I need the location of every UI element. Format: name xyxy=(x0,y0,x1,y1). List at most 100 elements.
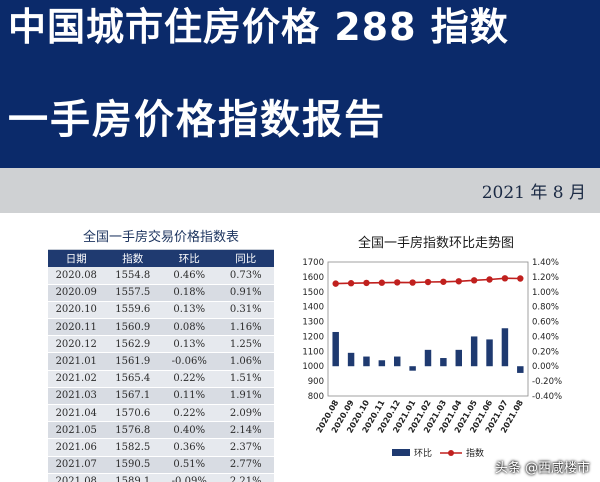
mom-bar xyxy=(470,336,478,367)
cell-index: 1567.1 xyxy=(104,387,161,406)
mom-bar xyxy=(486,339,493,367)
table-row: 2020.11 1560.9 0.08% 1.16% xyxy=(48,318,274,337)
table-row: 2020.10 1559.6 0.13% 0.31% xyxy=(48,301,274,320)
trend-chart: 800 900 1000 1100 1200 1300 1400 1500 1600 1700 -0… xyxy=(302,258,562,459)
index-point xyxy=(440,278,447,285)
cell-mom: -0.09% xyxy=(161,473,218,482)
mom-bar xyxy=(363,356,370,367)
right-axis-tick-label: 0.40% xyxy=(532,332,559,342)
table-row: 2021.03 1567.1 0.11% 1.91% xyxy=(48,387,274,406)
index-point xyxy=(332,280,339,287)
cell-mom: 0.36% xyxy=(161,438,218,457)
column-header-index: 指数 xyxy=(104,250,161,267)
mom-bar xyxy=(517,366,524,373)
table-row: 2021.06 1582.5 0.36% 2.37% xyxy=(48,438,274,457)
left-axis-tick-label: 1700 xyxy=(302,258,324,268)
right-axis-tick-label: 0.60% xyxy=(532,318,559,328)
cell-index: 1557.5 xyxy=(104,284,161,302)
cell-yoy: 0.91% xyxy=(217,284,274,302)
cell-yoy: 2.14% xyxy=(217,421,274,440)
right-axis-tick-label: -0.40% xyxy=(532,392,562,402)
cell-date: 2021.07 xyxy=(48,456,105,474)
table-header-row: 日期 指数 环比 同比 xyxy=(48,250,274,267)
index-point xyxy=(517,275,524,282)
left-axis-tick-label: 1200 xyxy=(302,332,324,342)
table-row: 2020.08 1554.8 0.46% 0.73% xyxy=(48,267,274,285)
cell-yoy: 2.09% xyxy=(217,404,274,423)
table-row: 2021.04 1570.6 0.22% 2.09% xyxy=(48,404,274,423)
index-point xyxy=(394,279,401,286)
cell-index: 1590.5 xyxy=(104,456,161,474)
table-row: 2020.12 1562.9 0.13% 1.25% xyxy=(48,335,274,354)
cell-yoy: 0.31% xyxy=(217,301,274,320)
cell-yoy: 2.77% xyxy=(217,456,274,474)
right-axis-tick-label: 1.20% xyxy=(532,273,559,283)
cell-mom: 0.18% xyxy=(161,284,218,302)
chart-title: 全国一手房指数环比走势图 xyxy=(357,236,514,251)
report-date: 2021 年 8 月 xyxy=(481,183,586,203)
column-header-yoy: 同比 xyxy=(217,250,274,267)
legend-mom-swatch xyxy=(392,449,410,456)
cell-date: 2021.06 xyxy=(48,438,105,457)
table-body: 2020.08 1554.8 0.46% 0.73% 2020.09 1557.5 0.18… xyxy=(48,267,274,482)
cell-index: 1570.6 xyxy=(104,404,161,423)
cell-date: 2020.08 xyxy=(48,267,105,285)
cell-date: 2020.12 xyxy=(48,335,105,354)
cell-yoy: 1.06% xyxy=(217,352,274,371)
column-header-date: 日期 xyxy=(48,250,105,267)
price-index-table: 日期 指数 环比 同比 2020.08 1554.8 0.46% 0.73% 2020.09 1… xyxy=(48,250,274,482)
right-axis-tick-label: -0.20% xyxy=(532,377,562,387)
mom-bar xyxy=(332,331,339,367)
table-row: 2021.07 1590.5 0.51% 2.77% xyxy=(48,456,274,474)
mom-bar xyxy=(394,356,401,367)
cell-mom: 0.11% xyxy=(161,387,218,406)
table-row: 2021.08 1589.1 -0.09% 2.21% xyxy=(48,473,274,482)
cell-yoy: 1.25% xyxy=(217,335,274,354)
table-row: 2021.02 1565.4 0.22% 1.51% xyxy=(48,370,274,388)
right-axis-tick-label: 1.40% xyxy=(532,258,559,268)
cell-yoy: 1.91% xyxy=(217,387,274,406)
right-axis-tick-label: 0.20% xyxy=(532,347,559,357)
table-row: 2021.05 1576.8 0.40% 2.14% xyxy=(48,421,274,440)
left-axis-tick-label: 1000 xyxy=(302,362,324,372)
cell-date: 2020.11 xyxy=(48,318,105,337)
right-axis-tick-label: 1.00% xyxy=(532,288,559,298)
index-point xyxy=(347,280,355,287)
cell-mom: 0.13% xyxy=(161,335,218,354)
report-title-line2: 一手房价格指数报告 xyxy=(8,97,386,143)
trend-chart-panel: 全国一手房指数环比走势图 800 900 1000 1100 1200 1300 1400 1… xyxy=(290,226,582,478)
table-title: 全国一手房交易价格指数表 xyxy=(48,226,274,250)
index-point xyxy=(455,278,462,285)
index-point xyxy=(363,279,370,287)
cell-index: 1589.1 xyxy=(104,473,161,482)
cell-index: 1565.4 xyxy=(104,370,161,388)
legend-index-marker xyxy=(448,450,454,456)
left-axis-tick-label: 1400 xyxy=(302,303,324,313)
cell-yoy: 2.37% xyxy=(217,438,274,457)
cell-yoy: 0.73% xyxy=(217,267,274,285)
left-axis-tick-label: 800 xyxy=(308,392,324,402)
cell-mom: 0.13% xyxy=(161,301,218,320)
index-point xyxy=(501,275,509,282)
mom-bar xyxy=(455,349,462,367)
left-axis-tick-label: 1600 xyxy=(302,273,324,283)
cell-mom: -0.06% xyxy=(161,352,218,371)
cell-mom: 0.51% xyxy=(161,456,218,474)
cell-date: 2021.01 xyxy=(48,352,105,371)
table-row: 2021.01 1561.9 -0.06% 1.06% xyxy=(48,352,274,371)
plot-area xyxy=(327,261,529,397)
cell-date: 2021.02 xyxy=(48,370,105,388)
mom-bar xyxy=(440,358,447,367)
right-axis-tick-label: 0.80% xyxy=(532,303,559,313)
table-row: 2020.09 1557.5 0.18% 0.91% xyxy=(48,284,274,302)
cell-mom: 0.46% xyxy=(161,267,218,285)
cell-date: 2021.03 xyxy=(48,387,105,406)
left-axis-tick-label: 1100 xyxy=(302,347,324,357)
cell-date: 2020.09 xyxy=(48,284,105,302)
cell-index: 1559.6 xyxy=(104,301,161,320)
mom-bar xyxy=(347,352,355,367)
legend-mom-label: 环比 xyxy=(414,447,432,459)
index-point xyxy=(486,276,493,283)
cell-index: 1560.9 xyxy=(104,318,161,337)
report-title-line1: 中国城市住房价格 288 指数 xyxy=(8,5,509,49)
